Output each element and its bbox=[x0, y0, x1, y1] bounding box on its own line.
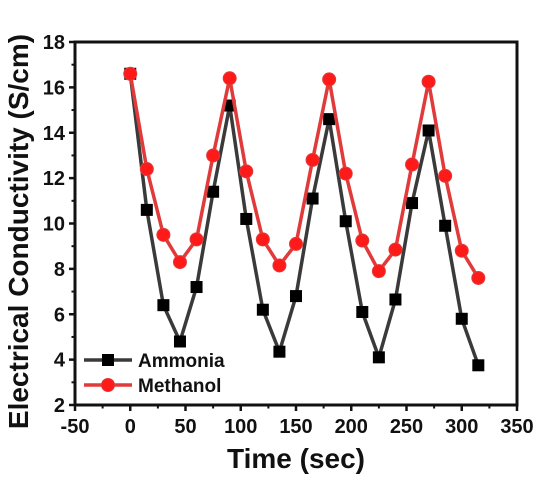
data-point bbox=[273, 345, 286, 358]
data-point bbox=[289, 236, 303, 251]
series-line bbox=[128, 73, 480, 279]
y-tick-label: 4 bbox=[54, 350, 66, 372]
y-axis: 2 4 6 8 10 12 14 16 18 bbox=[43, 32, 75, 417]
data-point bbox=[339, 215, 352, 228]
data-point bbox=[239, 164, 254, 179]
x-tick-label: 100 bbox=[224, 416, 257, 438]
data-point bbox=[455, 312, 468, 325]
data-point bbox=[189, 232, 204, 247]
data-point bbox=[123, 66, 138, 81]
legend-label: Ammonia bbox=[138, 351, 225, 372]
data-point bbox=[472, 359, 485, 372]
y-tick-label: 12 bbox=[43, 168, 65, 190]
x-tick-label: 150 bbox=[279, 416, 312, 438]
x-tick-label: -50 bbox=[61, 416, 90, 438]
data-point bbox=[206, 148, 221, 163]
data-point bbox=[272, 258, 287, 273]
data-point bbox=[421, 74, 436, 89]
y-tick-label: 16 bbox=[43, 77, 65, 99]
data-point bbox=[157, 299, 170, 312]
data-point bbox=[222, 71, 237, 86]
data-point bbox=[406, 197, 419, 210]
data-point bbox=[256, 303, 269, 316]
data-point bbox=[356, 305, 369, 318]
data-point bbox=[371, 264, 386, 279]
x-tick-label: 200 bbox=[335, 416, 368, 438]
data-point bbox=[305, 152, 320, 167]
data-point bbox=[139, 162, 154, 177]
data-point bbox=[355, 233, 370, 248]
x-tick-label: 350 bbox=[500, 416, 533, 438]
data-point bbox=[156, 227, 171, 242]
data-point bbox=[173, 335, 186, 348]
legend-label: Methanol bbox=[138, 376, 221, 397]
data-point bbox=[140, 203, 153, 216]
series-ammonia bbox=[124, 67, 485, 372]
data-point bbox=[388, 242, 403, 257]
data-point bbox=[338, 166, 353, 181]
data-point bbox=[172, 255, 187, 270]
series-layer bbox=[123, 66, 486, 372]
data-point bbox=[322, 72, 337, 87]
legend-marker bbox=[101, 378, 115, 392]
y-tick-label: 14 bbox=[43, 123, 66, 145]
data-point bbox=[389, 293, 402, 306]
data-point bbox=[372, 351, 385, 364]
data-point bbox=[405, 157, 420, 172]
series-methanol bbox=[123, 66, 486, 285]
x-axis-title: Time (sec) bbox=[227, 443, 365, 474]
x-tick-label: 50 bbox=[174, 416, 196, 438]
legend-marker bbox=[102, 354, 114, 366]
y-axis-title: Electrical Conductivity (S/cm) bbox=[3, 34, 34, 429]
data-point bbox=[306, 192, 319, 205]
data-point bbox=[190, 281, 203, 294]
data-point bbox=[255, 232, 270, 247]
legend-item-ammonia: Ammonia bbox=[84, 351, 225, 372]
y-tick-label: 2 bbox=[54, 395, 65, 417]
x-tick-label: 300 bbox=[445, 416, 478, 438]
data-point bbox=[323, 113, 336, 126]
y-tick-label: 8 bbox=[54, 259, 65, 281]
data-point bbox=[207, 185, 220, 198]
data-point bbox=[240, 212, 253, 225]
data-point bbox=[454, 243, 469, 258]
x-tick-label: 250 bbox=[390, 416, 423, 438]
data-point bbox=[438, 168, 453, 183]
y-tick-label: 18 bbox=[43, 32, 65, 54]
data-point bbox=[422, 124, 435, 137]
data-point bbox=[471, 270, 486, 285]
x-axis: -50 0 50 100 150 200 250 300 350 bbox=[61, 405, 534, 438]
legend: Ammonia Methanol bbox=[84, 351, 225, 397]
x-tick-label: 0 bbox=[125, 416, 136, 438]
series-line bbox=[128, 73, 480, 366]
y-tick-label: 10 bbox=[43, 214, 65, 236]
legend-item-methanol: Methanol bbox=[84, 376, 221, 397]
data-point bbox=[439, 219, 452, 232]
data-point bbox=[290, 290, 302, 303]
y-tick-label: 6 bbox=[54, 304, 65, 326]
